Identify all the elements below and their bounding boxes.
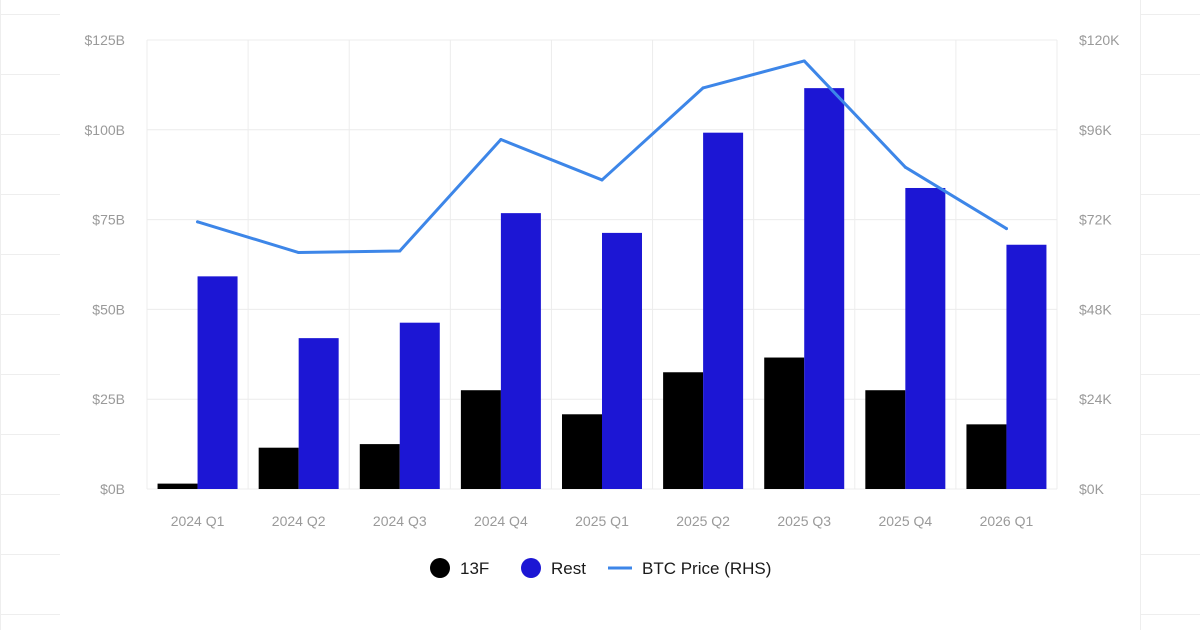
bar-rest (1006, 244, 1047, 489)
bar-13f (865, 390, 906, 489)
bar-rest (703, 132, 744, 490)
bar-13f (460, 390, 501, 489)
bar-rest (197, 276, 238, 489)
chart: $0B $25B $50B $75B $100B $125B $0K $24K $48K $72K… (85, 32, 1120, 578)
x-tick-label: 2025 Q4 (878, 513, 932, 529)
bar-13f (258, 447, 299, 489)
y-right-tick-label: $24K (1079, 391, 1112, 407)
bar-13f (966, 424, 1007, 489)
bar-rest (298, 338, 339, 489)
y-left-tick-label: $0B (100, 481, 125, 497)
btc-price-point (600, 178, 604, 182)
y-right-tick-label: $120K (1079, 32, 1120, 48)
x-tick-label: 2024 Q2 (272, 513, 326, 529)
y-right-tick-label: $0K (1079, 481, 1105, 497)
y-right-tick-label: $96K (1079, 122, 1112, 138)
legend-label: BTC Price (RHS) (642, 559, 771, 578)
bar-13f (764, 357, 805, 489)
y-left-tick-label: $75B (92, 212, 125, 228)
y-left-tick-label: $50B (92, 301, 125, 317)
legend-label: 13F (460, 559, 489, 578)
bar-rest (602, 232, 642, 490)
x-tick-label: 2025 Q3 (777, 513, 831, 529)
btc-price-line (196, 59, 1008, 255)
btc-price-point (701, 86, 705, 90)
btc-price-point (499, 138, 503, 142)
legend-marker-rest (521, 558, 541, 578)
x-tick-label: 2024 Q4 (474, 513, 528, 529)
bar-13f (157, 483, 198, 489)
y-left-tick-label: $100B (85, 122, 125, 138)
bar-13f (359, 444, 400, 489)
btc-price-point (297, 251, 301, 255)
x-tick-label: 2024 Q1 (171, 513, 225, 529)
y-right-tick-label: $48K (1079, 301, 1112, 317)
legend-label: Rest (551, 559, 586, 578)
btc-price-point (398, 249, 402, 253)
bar-rest (804, 88, 845, 489)
chart-card: $0B $25B $50B $75B $100B $125B $0K $24K $48K $72K… (60, 0, 1140, 630)
legend-marker-13f (430, 558, 450, 578)
bar-rest (500, 213, 541, 489)
bar-13f (663, 372, 704, 489)
btc-price-point (802, 59, 806, 63)
btc-price-point (196, 220, 200, 224)
btc-price-point (1004, 227, 1008, 231)
bar-rest (399, 322, 440, 489)
y-left-tick-label: $125B (85, 32, 125, 48)
y-right-tick-label: $72K (1079, 212, 1112, 228)
bar-rest (905, 187, 946, 489)
y-left-tick-label: $25B (92, 391, 125, 407)
btc-price-point (903, 165, 907, 169)
x-tick-label: 2025 Q2 (676, 513, 730, 529)
x-tick-label: 2025 Q1 (575, 513, 629, 529)
x-tick-label: 2024 Q3 (373, 513, 427, 529)
bar-13f (562, 414, 602, 489)
x-tick-label: 2026 Q1 (980, 513, 1034, 529)
